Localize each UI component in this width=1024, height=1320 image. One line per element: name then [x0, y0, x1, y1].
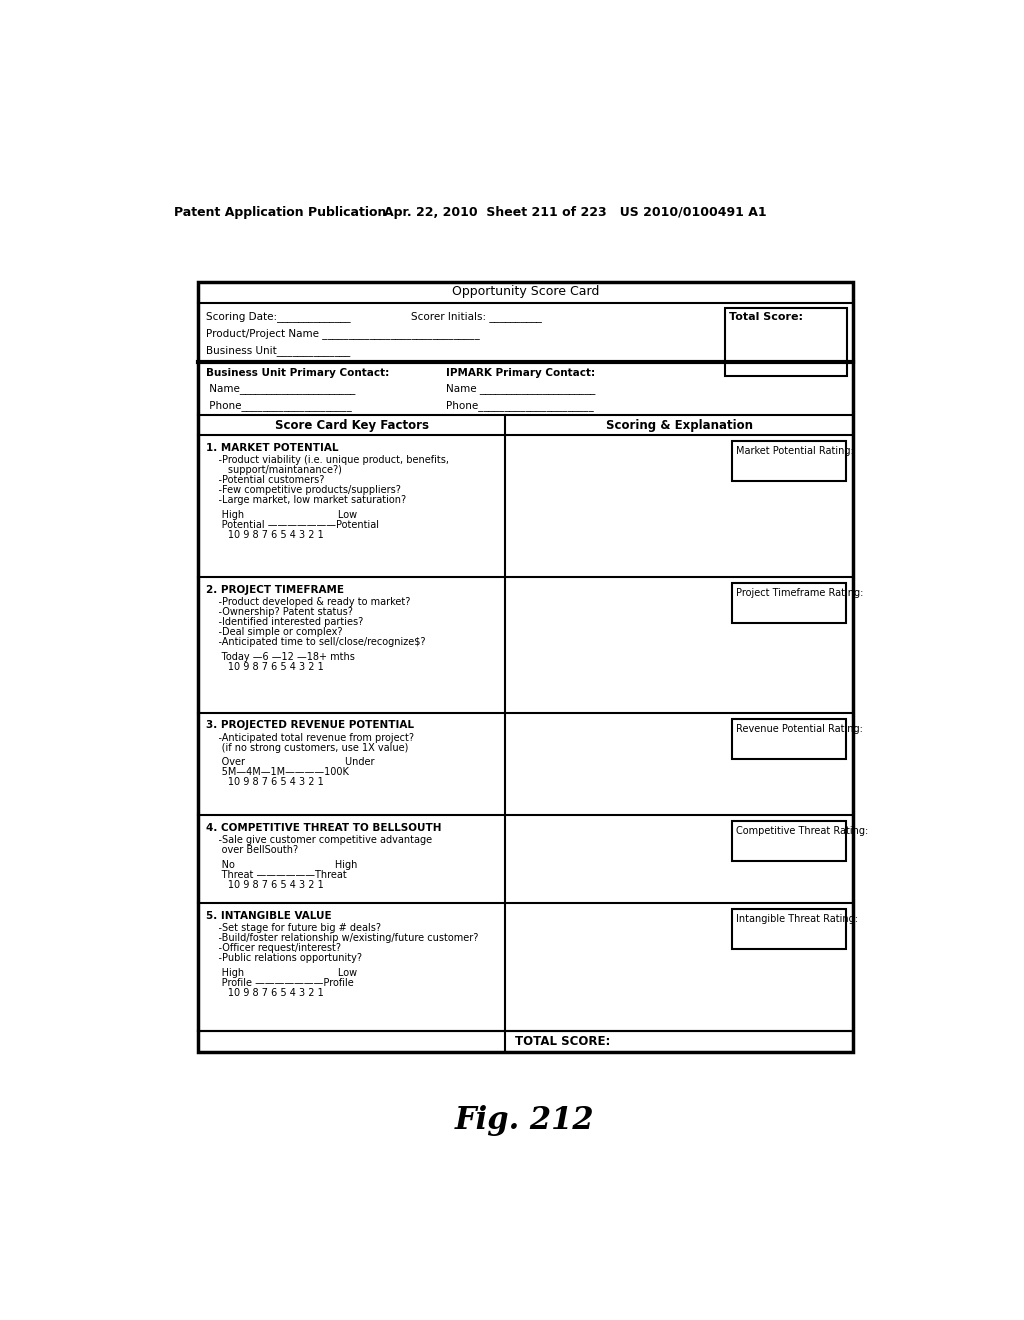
Text: 10 9 8 7 6 5 4 3 2 1: 10 9 8 7 6 5 4 3 2 1: [206, 987, 324, 998]
Text: 2. PROJECT TIMEFRAME: 2. PROJECT TIMEFRAME: [206, 585, 343, 595]
Text: 10 9 8 7 6 5 4 3 2 1: 10 9 8 7 6 5 4 3 2 1: [206, 777, 324, 788]
Text: Potential ———————Potential: Potential ———————Potential: [206, 520, 379, 529]
Bar: [732, 719, 847, 759]
Text: Project Timeframe Rating:: Project Timeframe Rating:: [735, 589, 863, 598]
Text: (if no strong customers, use 1X value): (if no strong customers, use 1X value): [206, 743, 408, 752]
Text: -Deal simple or complex?: -Deal simple or complex?: [206, 627, 342, 638]
Text: Product/Project Name ______________________________: Product/Project Name ___________________…: [206, 327, 479, 339]
Text: Market Potential Rating:: Market Potential Rating:: [735, 446, 853, 455]
Text: Intangible Threat Rating:: Intangible Threat Rating:: [735, 913, 858, 924]
Text: IPMARK Primary Contact:: IPMARK Primary Contact:: [445, 368, 595, 378]
Text: Threat ——————Threat: Threat ——————Threat: [206, 870, 346, 880]
Bar: [732, 909, 847, 949]
Bar: [732, 821, 847, 862]
Text: Fig. 212: Fig. 212: [455, 1106, 595, 1137]
Text: High                              Low: High Low: [206, 968, 356, 978]
Text: -Identified interested parties?: -Identified interested parties?: [206, 618, 362, 627]
Text: -Product viability (i.e. unique product, benefits,: -Product viability (i.e. unique product,…: [206, 455, 449, 465]
Bar: [732, 583, 847, 623]
Text: Business Unit______________: Business Unit______________: [206, 345, 350, 355]
Text: -Anticipated total revenue from project?: -Anticipated total revenue from project?: [206, 733, 414, 743]
Text: Scorer Initials: __________: Scorer Initials: __________: [411, 312, 542, 322]
Bar: [725, 308, 847, 376]
Text: Competitive Threat Rating:: Competitive Threat Rating:: [735, 826, 868, 836]
Text: TOTAL SCORE:: TOTAL SCORE:: [515, 1035, 610, 1048]
Text: 5M—4M—1M————100K: 5M—4M—1M————100K: [206, 767, 348, 777]
Text: -Few competitive products/suppliers?: -Few competitive products/suppliers?: [206, 484, 400, 495]
Text: Score Card Key Factors: Score Card Key Factors: [274, 418, 429, 432]
Text: 1. MARKET POTENTIAL: 1. MARKET POTENTIAL: [206, 442, 338, 453]
Text: over BellSouth?: over BellSouth?: [206, 845, 298, 855]
Text: -Sale give customer competitive advantage: -Sale give customer competitive advantag…: [206, 836, 432, 845]
Text: support/maintanance?): support/maintanance?): [206, 465, 341, 475]
Text: Profile ———————Profile: Profile ———————Profile: [206, 978, 353, 987]
Text: Name ______________________: Name ______________________: [445, 383, 595, 395]
Text: Phone_____________________: Phone_____________________: [206, 400, 351, 411]
Text: Revenue Potential Rating:: Revenue Potential Rating:: [735, 723, 862, 734]
Text: 10 9 8 7 6 5 4 3 2 1: 10 9 8 7 6 5 4 3 2 1: [206, 880, 324, 890]
Bar: [732, 441, 847, 480]
Text: -Product developed & ready to market?: -Product developed & ready to market?: [206, 597, 410, 607]
Text: 10 9 8 7 6 5 4 3 2 1: 10 9 8 7 6 5 4 3 2 1: [206, 663, 324, 672]
Text: Business Unit Primary Contact:: Business Unit Primary Contact:: [206, 368, 389, 378]
Text: -Ownership? Patent status?: -Ownership? Patent status?: [206, 607, 352, 618]
Text: -Set stage for future big # deals?: -Set stage for future big # deals?: [206, 923, 381, 933]
Text: 5. INTANGIBLE VALUE: 5. INTANGIBLE VALUE: [206, 911, 331, 920]
Text: -Potential customers?: -Potential customers?: [206, 475, 324, 484]
Text: 10 9 8 7 6 5 4 3 2 1: 10 9 8 7 6 5 4 3 2 1: [206, 529, 324, 540]
Text: Opportunity Score Card: Opportunity Score Card: [452, 285, 599, 298]
Text: -Anticipated time to sell/close/recognize$?: -Anticipated time to sell/close/recogniz…: [206, 638, 425, 647]
Text: Scoring Date:______________: Scoring Date:______________: [206, 312, 350, 322]
Text: Today —6 —12 —18+ mths: Today —6 —12 —18+ mths: [206, 652, 354, 661]
Text: -Large market, low market saturation?: -Large market, low market saturation?: [206, 495, 406, 504]
Bar: [198, 281, 853, 1052]
Text: Over                                Under: Over Under: [206, 758, 374, 767]
Text: Phone______________________: Phone______________________: [445, 400, 594, 411]
Text: -Public relations opportunity?: -Public relations opportunity?: [206, 953, 361, 964]
Text: 4. COMPETITIVE THREAT TO BELLSOUTH: 4. COMPETITIVE THREAT TO BELLSOUTH: [206, 822, 441, 833]
Text: -Build/foster relationship w/existing/future customer?: -Build/foster relationship w/existing/fu…: [206, 933, 478, 942]
Text: Patent Application Publication: Patent Application Publication: [174, 206, 387, 219]
Text: No                                High: No High: [206, 859, 357, 870]
Text: High                              Low: High Low: [206, 510, 356, 520]
Text: -Officer request/interest?: -Officer request/interest?: [206, 942, 341, 953]
Text: Name______________________: Name______________________: [206, 383, 355, 395]
Text: Apr. 22, 2010  Sheet 211 of 223   US 2010/0100491 A1: Apr. 22, 2010 Sheet 211 of 223 US 2010/0…: [384, 206, 766, 219]
Text: 3. PROJECTED REVENUE POTENTIAL: 3. PROJECTED REVENUE POTENTIAL: [206, 721, 414, 730]
Text: Total Score:: Total Score:: [729, 313, 804, 322]
Text: Scoring & Explanation: Scoring & Explanation: [605, 418, 753, 432]
